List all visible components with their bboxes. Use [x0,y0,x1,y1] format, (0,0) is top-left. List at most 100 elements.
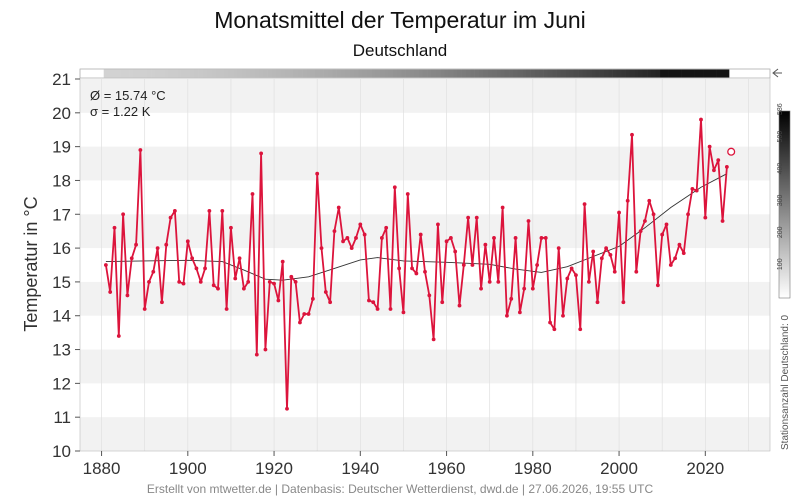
data-point [220,208,225,213]
data-point [323,290,328,294]
station-count-cell [586,69,592,78]
data-point [479,286,483,291]
chart-subtitle: Deutschland [353,41,448,60]
station-count-cell [276,69,281,78]
data-point [569,266,574,271]
band [80,349,770,384]
data-point [276,298,281,303]
data-point [358,222,363,227]
station-count-cell [500,69,506,78]
station-count-cell [629,69,635,78]
data-point [233,276,238,281]
data-point [552,327,557,332]
station-count-cell [327,69,333,78]
station-count-cell [530,69,536,78]
data-point [237,256,242,261]
station-count-cell [202,69,208,78]
station-count-cell [642,69,648,78]
data-point [160,300,164,305]
data-point [686,212,690,217]
station-count-cell [133,69,139,78]
data-point [280,259,285,264]
station-count-cell [116,69,122,78]
data-point [517,310,522,315]
colorbar-tick-label: 300 [777,194,784,206]
data-point [436,222,440,227]
data-point [716,158,721,163]
station-count-cell [207,69,212,78]
data-point [306,312,311,316]
x-tick-label: 1940 [341,459,379,478]
station-count-cell [409,69,415,78]
data-point [298,320,302,325]
station-count-cell [681,69,687,78]
data-point [535,263,540,267]
data-point [668,263,673,267]
station-count-cell [125,69,130,78]
station-count-cell [293,69,299,78]
x-tick-label: 1920 [255,459,293,478]
station-count-cell [534,69,540,78]
station-count-cell [496,69,501,78]
station-count-cell [487,69,493,78]
data-point [116,334,121,338]
data-point [643,219,647,223]
station-count-cell [392,69,398,78]
station-count-cell [358,69,363,78]
data-point [707,144,712,149]
station-count-cell [108,69,113,78]
station-count-cell [146,69,152,78]
data-point [500,205,505,210]
data-point [660,232,665,237]
station-count-cell [698,69,704,78]
data-point [638,229,643,234]
data-point [712,168,716,173]
data-point [612,269,617,274]
y-tick-label: 12 [52,374,71,393]
y-axis-label: Temperatur in °C [21,196,41,331]
y-tick-label: 17 [52,205,71,224]
station-count-cell [478,69,484,78]
data-point [466,215,471,220]
data-point [556,246,561,250]
station-count-cell [280,69,286,78]
station-count-cell [612,69,618,78]
station-count-cell [405,69,411,78]
data-point [185,239,190,244]
station-count-cell [608,69,613,78]
data-point [164,242,169,247]
station-count-cell [112,69,117,78]
data-point [625,198,630,203]
station-count-cell [340,69,346,78]
station-count-cell [267,69,273,78]
station-count-cell [375,69,381,78]
station-count-cell [647,69,652,78]
data-point [371,300,376,305]
station-count-cell [552,69,557,78]
vertical-gridlines [101,79,749,451]
data-point [388,307,393,311]
data-point [690,187,695,191]
station-count-cell [228,69,234,78]
data-point [328,300,333,305]
station-count-cell [349,69,355,78]
data-point [246,280,251,284]
station-count-cell [323,69,329,78]
data-point [190,256,195,261]
data-point [121,212,126,217]
station-count-cell [668,69,674,78]
station-count-cell [289,69,294,78]
station-count-cell [616,69,622,78]
data-point [599,256,604,261]
data-point [655,283,660,288]
data-point [134,242,138,247]
station-count-cell [621,69,626,78]
data-point [418,232,423,237]
data-point [272,281,276,286]
station-count-cell [457,69,462,78]
station-count-cell [690,69,695,78]
y-tick-label: 14 [52,307,71,326]
data-point [375,307,380,311]
station-count-cell [444,69,450,78]
data-point [367,298,371,303]
